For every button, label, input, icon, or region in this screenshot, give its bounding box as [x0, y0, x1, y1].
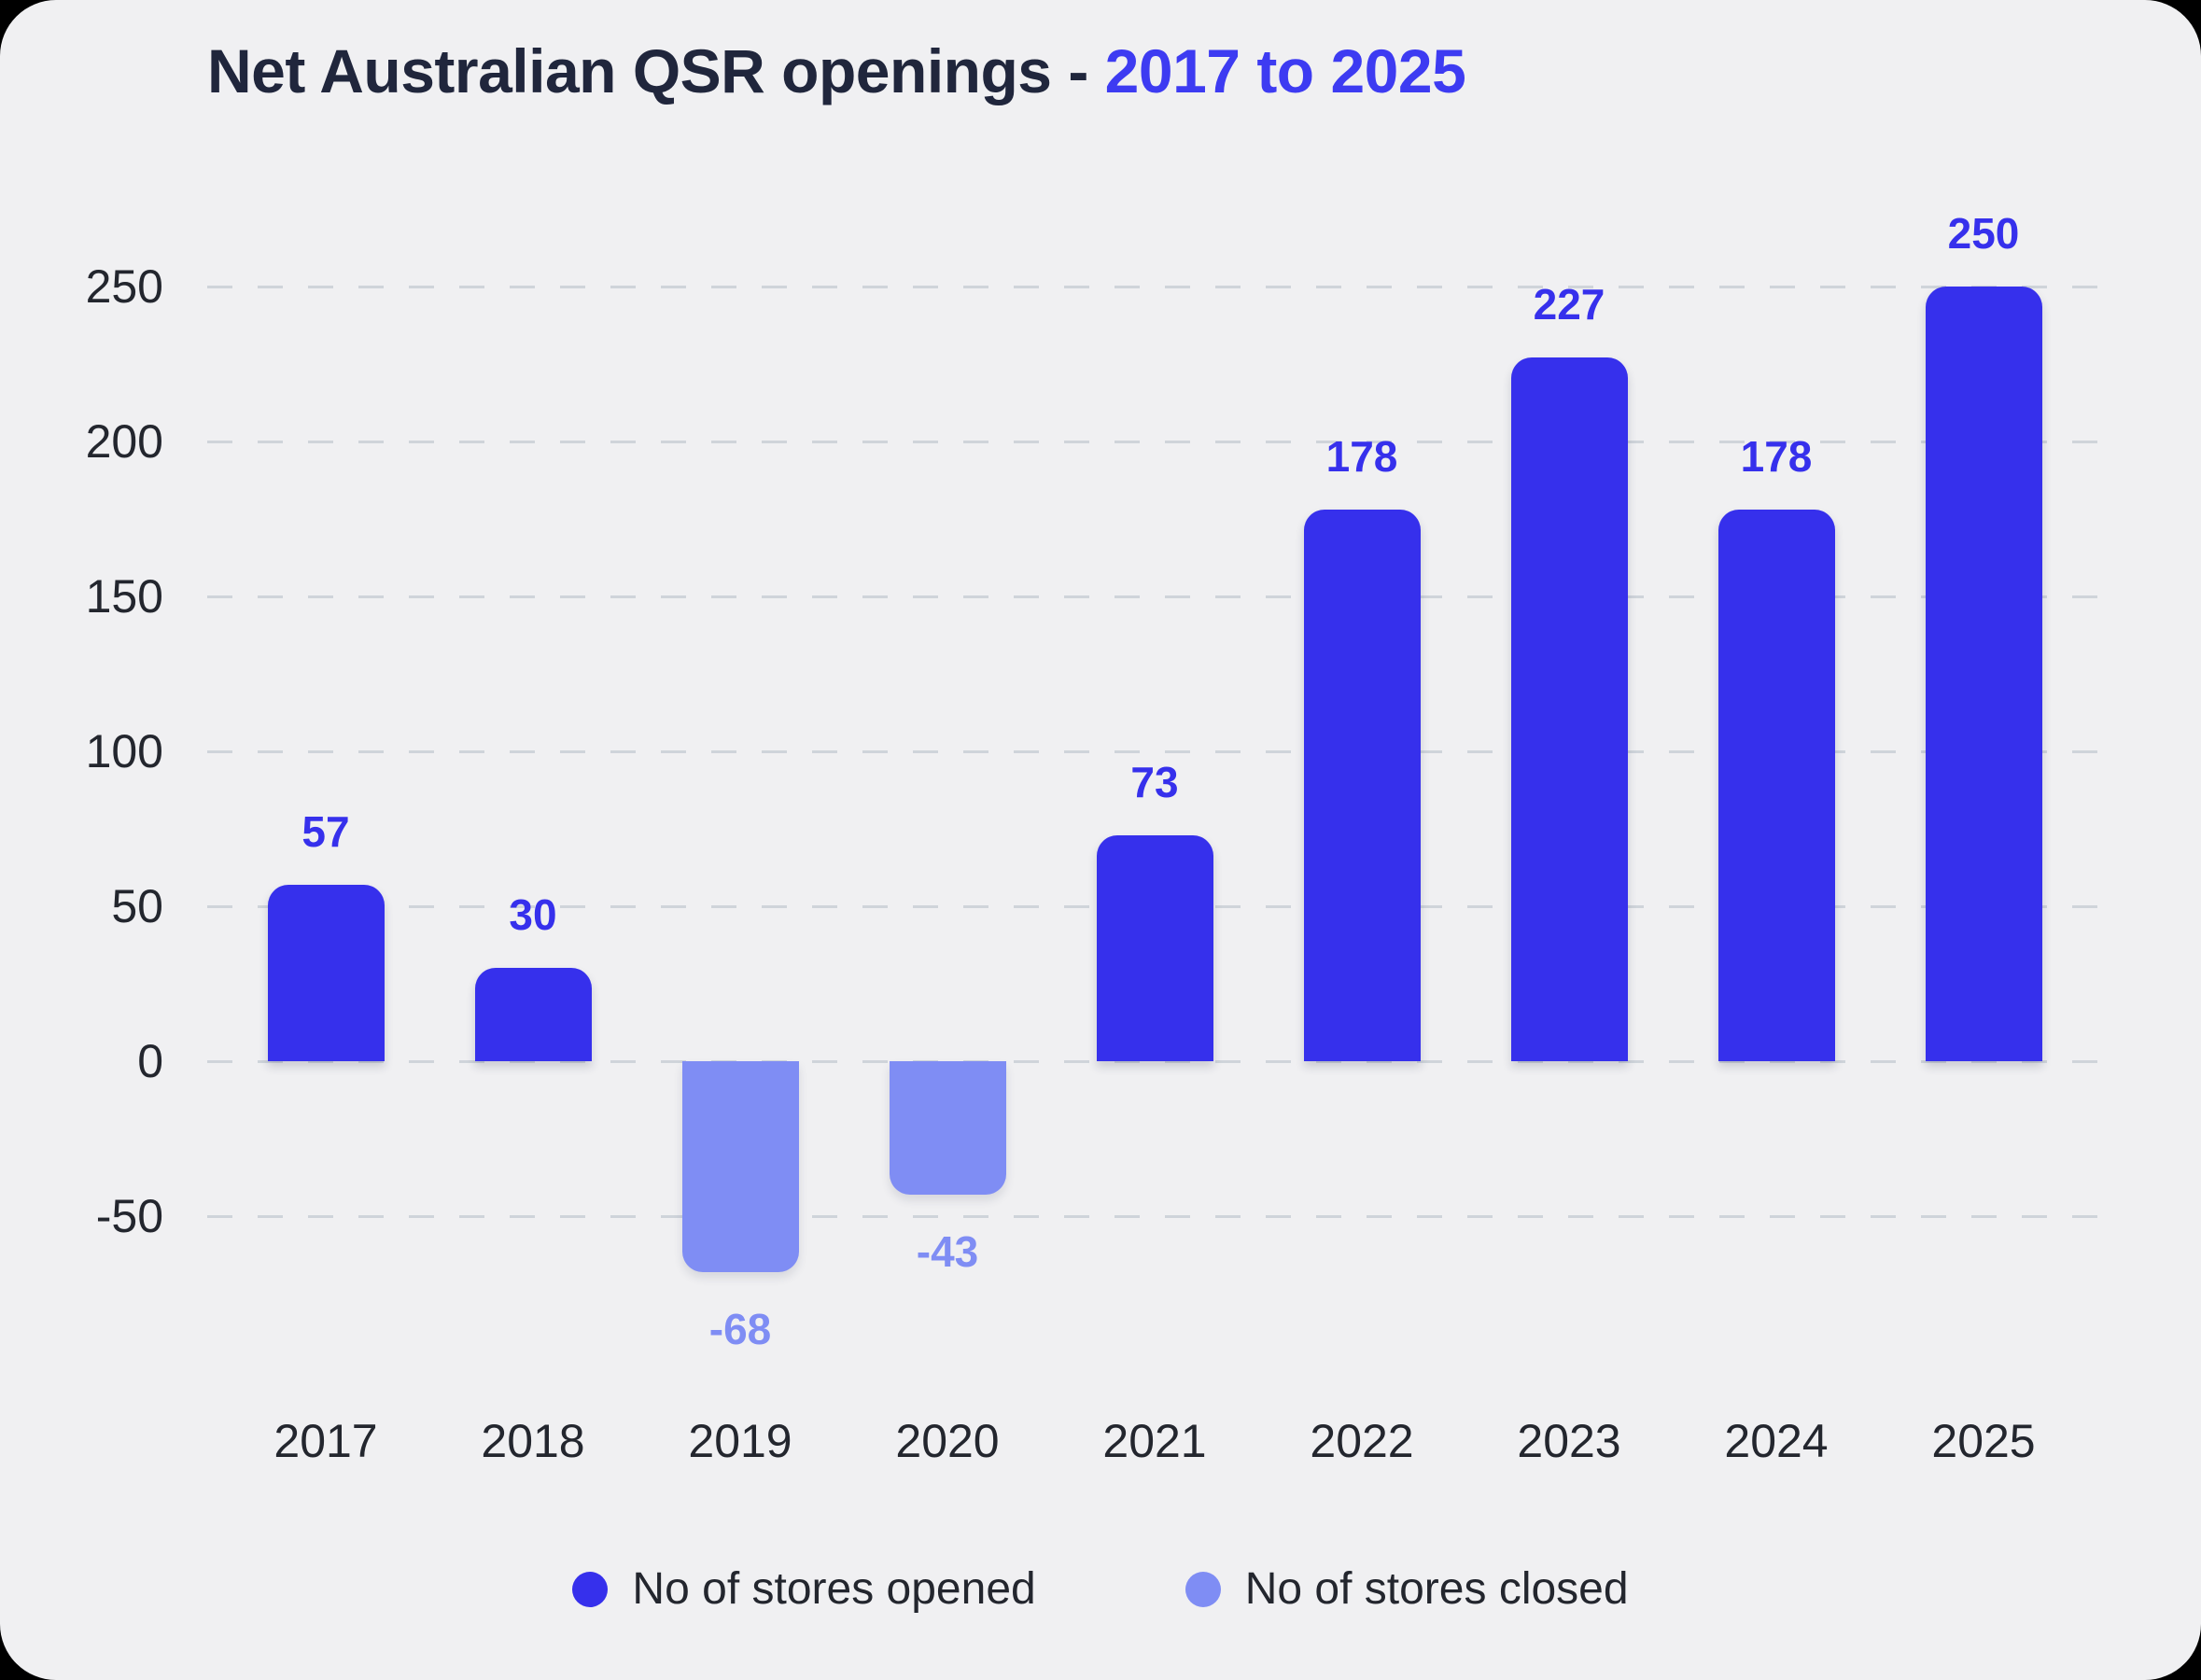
y-gridline-150: [207, 595, 2119, 598]
bar-2024: [1717, 510, 1835, 1061]
bar-value-label-2017: 57: [301, 806, 350, 856]
chart-title-highlight: 2017 to 2025: [1104, 36, 1466, 105]
bar-2021: [1096, 834, 1213, 1061]
bar-value-label-2022: 178: [1325, 432, 1398, 482]
bar-value-label-2025: 250: [1947, 209, 2020, 258]
bar-value-label-2024: 178: [1740, 432, 1813, 482]
legend-dot-closed-icon: [1185, 1572, 1221, 1607]
y-gridline-200: [207, 440, 2119, 443]
bar-value-label-2018: 30: [509, 890, 557, 940]
legend: No of stores opened No of stores closed: [0, 1561, 2201, 1618]
chart-title: Net Australian QSR openings - 2017 to 20…: [207, 35, 1466, 106]
bar-2017: [267, 884, 385, 1061]
y-gridline-0: [207, 1059, 2119, 1063]
y-axis-tick-label-200: 200: [85, 415, 163, 468]
bar-2025: [1925, 287, 2042, 1061]
y-axis-tick-label-50: 50: [111, 880, 163, 932]
x-axis-label-2019: 2019: [688, 1415, 792, 1467]
x-axis-label-2018: 2018: [481, 1415, 585, 1467]
legend-item-opened: No of stores opened: [572, 1564, 1036, 1614]
legend-dot-opened-icon: [572, 1572, 609, 1607]
legend-label-opened: No of stores opened: [632, 1564, 1036, 1614]
bar-value-label-2023: 227: [1533, 280, 1605, 329]
bar-2022: [1303, 510, 1421, 1061]
y-axis-tick-label-250: 250: [85, 260, 163, 313]
y-gridline-100: [207, 749, 2119, 753]
x-axis-label-2025: 2025: [1931, 1415, 2036, 1467]
y-axis-tick-label--50: -50: [95, 1190, 163, 1242]
bar-value-label-2019: -68: [708, 1304, 772, 1353]
x-axis-label-2021: 2021: [1102, 1415, 1207, 1467]
bar-value-label-2021: 73: [1130, 757, 1179, 806]
bar-2023: [1510, 357, 1628, 1061]
y-gridline--50: [207, 1214, 2119, 1218]
x-axis-label-2024: 2024: [1724, 1415, 1829, 1467]
bar-2019: [681, 1061, 799, 1272]
bar-2020: [889, 1061, 1006, 1195]
y-axis-tick-label-100: 100: [85, 725, 163, 777]
x-axis-label-2022: 2022: [1310, 1415, 1414, 1467]
x-axis-label-2017: 2017: [273, 1415, 378, 1467]
bar-value-label-2020: -43: [916, 1226, 979, 1276]
x-axis-label-2020: 2020: [895, 1415, 1000, 1467]
legend-item-closed: No of stores closed: [1185, 1565, 1629, 1614]
chart-title-main: Net Australian QSR openings -: [207, 36, 1105, 105]
y-axis-tick-label-0: 0: [137, 1035, 163, 1087]
legend-label-closed: No of stores closed: [1244, 1564, 1629, 1614]
y-axis-tick-label-150: 150: [85, 570, 163, 623]
x-axis-label-2023: 2023: [1517, 1415, 1621, 1467]
bar-2018: [474, 968, 592, 1061]
y-gridline-250: [207, 285, 2119, 288]
